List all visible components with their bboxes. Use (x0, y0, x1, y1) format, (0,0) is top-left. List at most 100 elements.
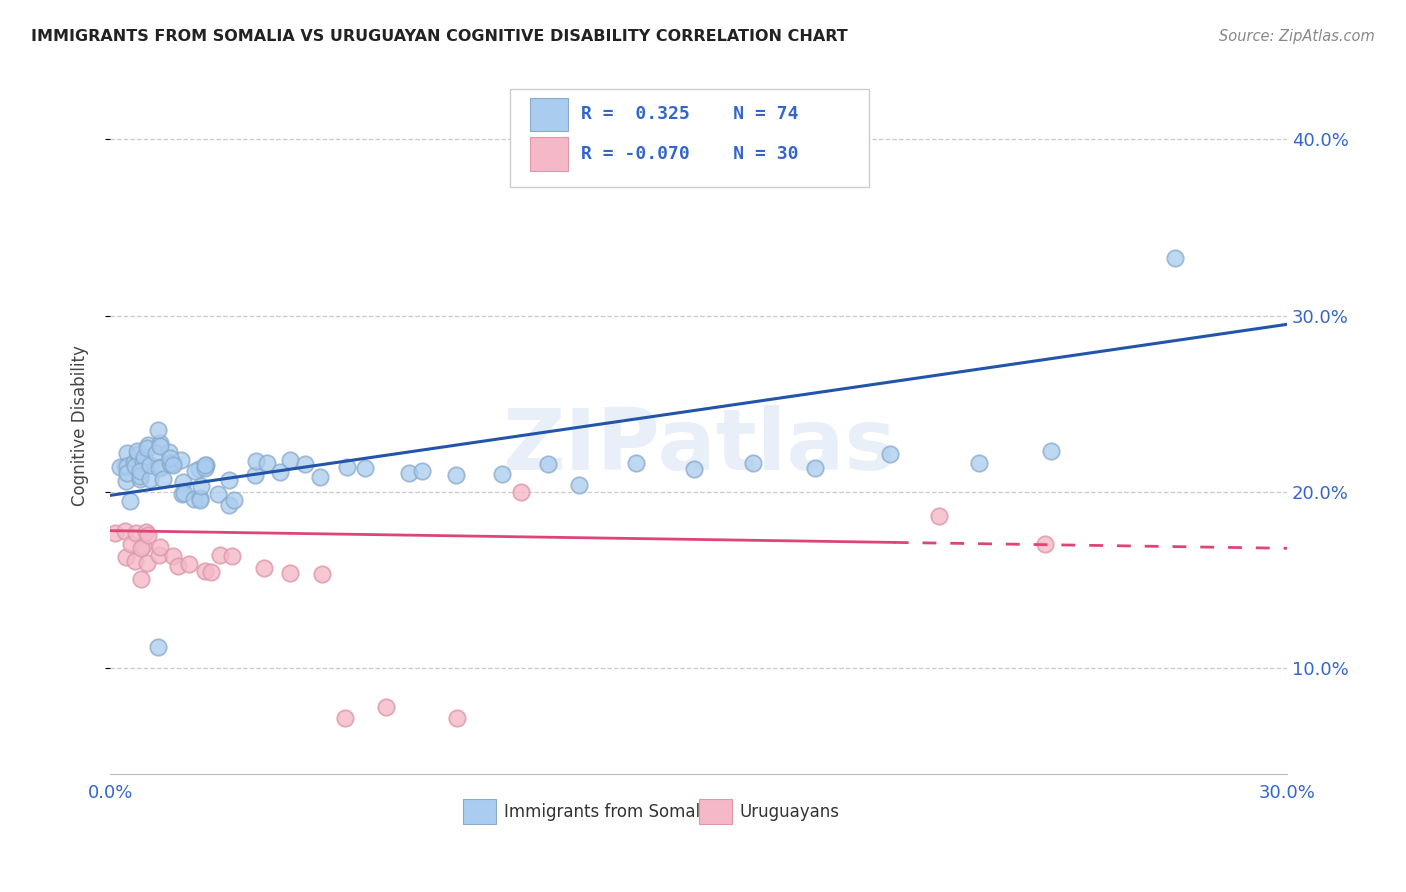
Point (148, 461, 170, 475)
Point (243, 467, 266, 482)
Point (121, 536, 143, 550)
Point (190, 479, 212, 493)
Point (132, 539, 155, 553)
Point (159, 456, 181, 470)
Point (207, 487, 229, 501)
Point (170, 487, 193, 501)
Point (129, 541, 152, 555)
Text: IMMIGRANTS FROM SOMALIA VS URUGUAYAN COGNITIVE DISABILITY CORRELATION CHART: IMMIGRANTS FROM SOMALIA VS URUGUAYAN COG… (31, 29, 848, 44)
Point (149, 540, 172, 554)
Point (253, 560, 276, 574)
Point (139, 473, 162, 487)
Point (125, 443, 148, 458)
Point (128, 472, 150, 486)
Point (446, 711, 468, 725)
Point (218, 473, 240, 487)
Bar (530, 97, 568, 131)
Point (194, 460, 217, 475)
Point (167, 559, 190, 574)
Point (804, 461, 827, 475)
Point (256, 456, 278, 470)
Point (537, 457, 560, 471)
Point (398, 466, 420, 480)
Point (683, 462, 706, 476)
Point (222, 493, 245, 508)
Point (134, 450, 156, 465)
Point (280, 566, 302, 581)
Point (928, 509, 950, 524)
Point (278, 453, 301, 467)
Point (122, 455, 145, 469)
Point (491, 467, 513, 481)
Point (139, 458, 162, 473)
FancyBboxPatch shape (510, 89, 869, 186)
Point (294, 457, 316, 471)
Point (172, 475, 194, 490)
Point (148, 549, 170, 563)
Point (104, 526, 127, 541)
Point (132, 455, 155, 469)
Point (136, 441, 159, 455)
Text: Immigrants from Somalia: Immigrants from Somalia (505, 803, 716, 821)
Point (311, 567, 333, 582)
Bar (530, 137, 568, 170)
Point (269, 466, 291, 480)
Point (136, 556, 159, 570)
Point (221, 549, 243, 564)
Point (145, 446, 167, 460)
Point (129, 469, 152, 483)
Point (118, 494, 141, 508)
Point (115, 466, 138, 480)
Point (162, 456, 184, 470)
Text: R = -0.070    N = 30: R = -0.070 N = 30 (581, 145, 799, 163)
Text: Uruguayans: Uruguayans (740, 803, 839, 821)
Point (309, 470, 332, 484)
Point (149, 439, 172, 453)
Point (200, 566, 222, 580)
Point (177, 557, 200, 571)
Point (157, 445, 180, 459)
Point (188, 491, 211, 506)
Point (626, 457, 648, 471)
Point (183, 492, 205, 507)
Point (353, 461, 375, 475)
Bar (463, 799, 496, 824)
Point (108, 459, 131, 474)
Point (170, 452, 193, 467)
Point (444, 468, 467, 483)
Point (125, 526, 148, 541)
Point (879, 447, 901, 461)
Point (333, 710, 356, 724)
Text: R =  0.325    N = 74: R = 0.325 N = 74 (581, 105, 799, 123)
Point (188, 492, 211, 507)
Point (136, 438, 159, 452)
Point (152, 472, 174, 486)
Point (411, 464, 433, 478)
Y-axis label: Cognitive Disability: Cognitive Disability (72, 345, 89, 506)
Point (208, 548, 231, 562)
Bar (699, 799, 731, 824)
Point (146, 640, 169, 654)
Point (149, 435, 172, 450)
Text: ZIPatlas: ZIPatlas (502, 405, 896, 488)
Point (173, 486, 195, 500)
Point (1039, 443, 1062, 458)
Point (194, 458, 217, 472)
Point (184, 464, 207, 478)
Point (568, 477, 591, 491)
Point (162, 549, 184, 563)
Point (510, 485, 533, 500)
Point (188, 461, 211, 475)
Point (149, 460, 172, 475)
Point (160, 457, 183, 471)
Point (146, 424, 169, 438)
Point (128, 464, 150, 478)
Point (1033, 537, 1056, 551)
Point (336, 460, 359, 475)
Point (162, 458, 184, 472)
Point (114, 459, 136, 474)
Point (194, 564, 217, 578)
Point (129, 572, 152, 586)
Point (136, 528, 159, 542)
Point (245, 454, 267, 468)
